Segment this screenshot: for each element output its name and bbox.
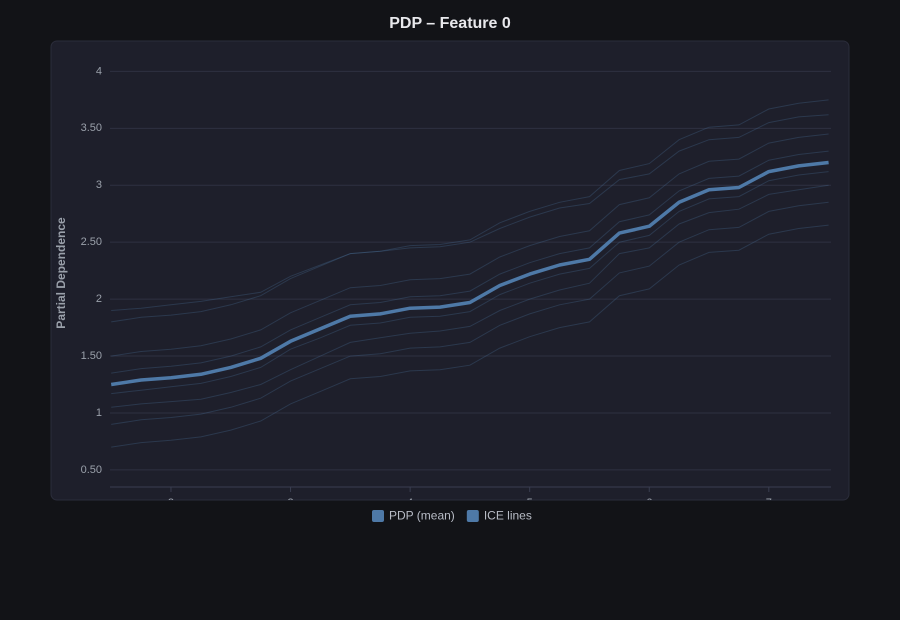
legend: PDP (mean) ICE lines <box>372 509 532 523</box>
y-tick-label: 2.50 <box>81 236 102 248</box>
ice-line <box>111 184 829 408</box>
y-tick-label: 4 <box>96 65 102 77</box>
plot-area: 2 3 4 5 6 7 <box>110 70 831 509</box>
ice-line <box>111 201 829 425</box>
chart-title: PDP – Feature 0 <box>389 15 511 32</box>
x-tick-label: 7 <box>766 497 772 509</box>
pdp-line <box>110 160 829 387</box>
ice-line <box>111 171 829 395</box>
ice-line <box>111 224 829 448</box>
ice-line <box>111 150 829 374</box>
x-tick-label: 5 <box>527 497 533 509</box>
y-axis-label: Partial Dependence <box>54 217 68 329</box>
ice-line <box>111 99 829 323</box>
x-tick-label: 2 <box>168 497 174 509</box>
y-tick-label: 3 <box>96 179 102 191</box>
ice-line <box>111 114 829 311</box>
legend-label: ICE lines <box>484 509 532 523</box>
y-tick-label: 3.50 <box>81 122 102 134</box>
ice-line <box>111 133 829 357</box>
legend-label: PDP (mean) <box>389 509 455 523</box>
plot-panel <box>50 40 850 501</box>
y-tick-label: 2 <box>96 293 102 305</box>
x-tick-label: 4 <box>407 497 413 509</box>
x-tick-label: 3 <box>287 497 293 509</box>
x-tick-label: 6 <box>646 497 652 509</box>
legend-swatch <box>466 510 479 522</box>
y-tick-label: 0.50 <box>81 464 102 476</box>
legend-swatch <box>372 510 384 522</box>
y-tick-label: 1 <box>96 407 102 419</box>
y-tick-label: 1.50 <box>81 350 102 362</box>
